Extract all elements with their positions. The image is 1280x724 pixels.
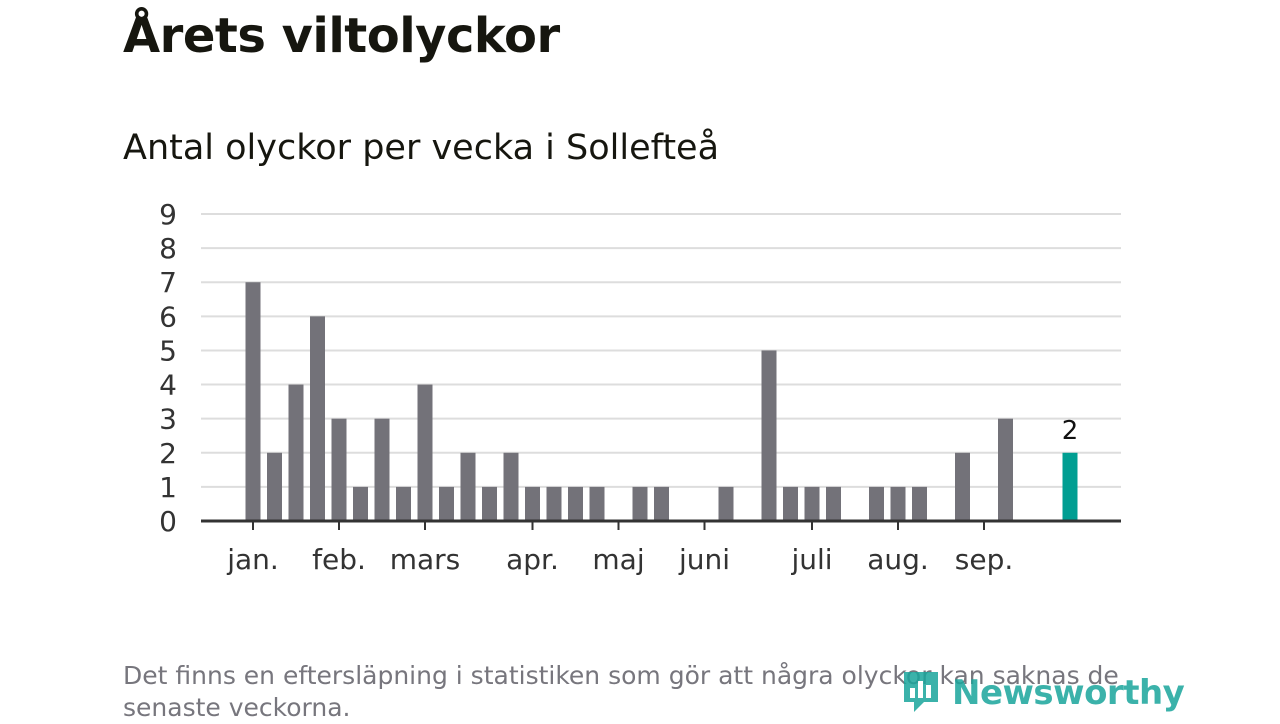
x-tick-label: juli — [790, 543, 832, 576]
bar-data-label: 2 — [1062, 416, 1079, 446]
y-tick-label: 4 — [159, 369, 177, 402]
x-tick-label: mars — [390, 543, 461, 576]
bar[interactable] — [525, 486, 540, 521]
bar[interactable] — [245, 282, 261, 521]
y-tick-label: 2 — [159, 437, 177, 470]
bar[interactable] — [353, 486, 368, 521]
footnote: Det finns en eftersläpning i statistiken… — [123, 661, 1119, 722]
bars: 2 — [245, 282, 1079, 521]
y-tick-label: 9 — [159, 198, 177, 231]
bar[interactable] — [632, 486, 648, 521]
gridlines — [201, 213, 1121, 488]
y-tick-label: 5 — [159, 334, 177, 367]
bar[interactable] — [374, 418, 390, 521]
chart-title: Årets viltolyckor — [123, 8, 560, 64]
bar[interactable] — [890, 486, 906, 521]
y-tick-label: 1 — [159, 471, 177, 504]
y-tick-label: 6 — [159, 300, 177, 333]
bar[interactable] — [546, 486, 562, 521]
bar[interactable] — [417, 384, 433, 521]
bar[interactable] — [654, 486, 669, 521]
x-tick-label: feb. — [312, 543, 366, 576]
x-tick-label: aug. — [867, 543, 929, 576]
bar[interactable] — [869, 486, 884, 521]
x-tick-label: juni — [678, 543, 730, 576]
newsworthy-logo-icon — [900, 668, 942, 718]
bar[interactable] — [267, 452, 282, 521]
bar[interactable] — [826, 486, 841, 521]
chart-subtitle: Antal olyckor per vecka i Sollefteå — [123, 128, 720, 168]
bar[interactable] — [460, 452, 476, 521]
brand-logo[interactable]: Newsworthy — [900, 668, 1185, 718]
bar[interactable] — [482, 486, 497, 521]
bar[interactable] — [503, 452, 519, 521]
bar[interactable] — [761, 350, 777, 521]
x-tick-label: maj — [592, 543, 644, 576]
bar[interactable] — [396, 486, 411, 521]
bar-highlight[interactable] — [1062, 452, 1078, 521]
bar[interactable] — [804, 486, 820, 521]
bar[interactable] — [288, 384, 304, 521]
x-tick-label: jan. — [226, 543, 279, 576]
x-tick-label: apr. — [506, 543, 559, 576]
bar[interactable] — [955, 452, 970, 521]
y-tick-label: 7 — [159, 266, 177, 299]
y-tick-label: 0 — [159, 505, 177, 538]
bar[interactable] — [783, 486, 798, 521]
bar[interactable] — [310, 316, 325, 521]
x-tick-label: sep. — [955, 543, 1014, 576]
bar[interactable] — [568, 486, 583, 521]
x-axis-ticks: jan. feb. mars apr. maj juni juli aug. sep. — [226, 521, 1013, 576]
bar[interactable] — [439, 486, 454, 521]
bar[interactable] — [331, 418, 347, 521]
y-tick-label: 3 — [159, 403, 177, 436]
y-tick-label: 8 — [159, 232, 177, 265]
bar[interactable] — [912, 486, 927, 521]
brand-name: Newsworthy — [952, 673, 1185, 713]
bar[interactable] — [718, 486, 734, 521]
bar[interactable] — [998, 418, 1013, 521]
bar[interactable] — [589, 486, 605, 521]
